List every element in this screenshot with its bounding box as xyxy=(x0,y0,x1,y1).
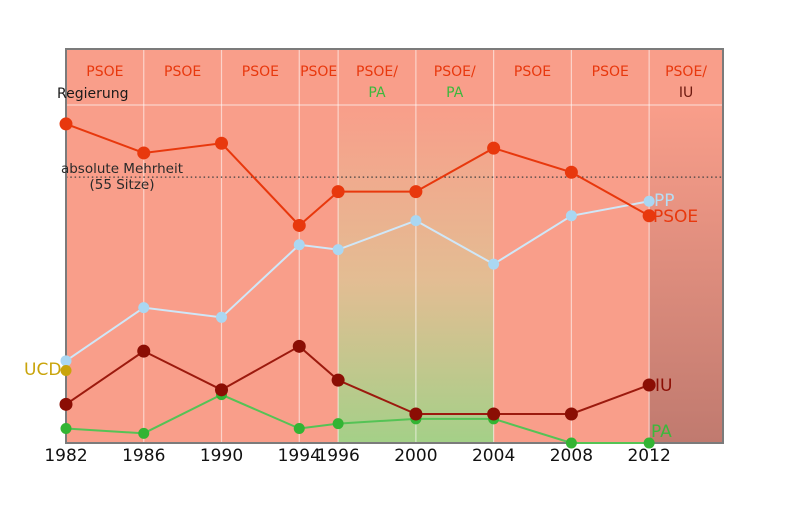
plot-border xyxy=(65,48,724,444)
series-pa-point xyxy=(293,422,305,434)
series-iu-point xyxy=(642,378,656,392)
series-pp-point xyxy=(293,239,305,251)
series-ucd xyxy=(60,364,72,376)
gridlines xyxy=(65,49,723,443)
series-psoe-point xyxy=(331,185,345,199)
series-iu-point xyxy=(409,407,423,421)
series-iu-point xyxy=(59,397,73,411)
series-pp-point xyxy=(60,355,72,367)
series-iu-point xyxy=(487,407,501,421)
series-pp-point xyxy=(565,210,577,222)
government-band-psoe-iu xyxy=(649,105,723,443)
series-iu-point xyxy=(215,383,229,397)
series-pa-point xyxy=(643,437,655,449)
series-pp-point xyxy=(332,244,344,256)
series-psoe-point xyxy=(59,117,73,131)
series-pp-point xyxy=(216,311,228,323)
series-psoe-point xyxy=(137,146,151,160)
series-psoe-point xyxy=(292,218,306,232)
series-psoe-point xyxy=(409,185,423,199)
series-psoe-point xyxy=(215,136,229,150)
series-pp-point xyxy=(488,258,500,270)
series-pa-point xyxy=(332,418,344,430)
series-iu-point xyxy=(292,339,306,353)
series-psoe xyxy=(59,117,656,232)
series-iu-point xyxy=(564,407,578,421)
series-pa-point xyxy=(565,437,577,449)
series-pp-point xyxy=(138,302,150,314)
series-iu-point xyxy=(137,344,151,358)
government-band-psoe-pa xyxy=(415,105,494,443)
series-iu-point xyxy=(331,373,345,387)
series-pa-point xyxy=(138,427,150,439)
series-psoe-point xyxy=(564,165,578,179)
series-pa-point xyxy=(60,422,72,434)
series-pp-point xyxy=(643,195,655,207)
series-iu xyxy=(59,339,656,421)
series-pp xyxy=(60,195,655,367)
series-psoe-point xyxy=(487,141,501,155)
series-psoe-point xyxy=(642,209,656,223)
government-band-psoe-pa xyxy=(338,105,416,443)
series-ucd-point xyxy=(60,364,72,376)
series-pp-point xyxy=(410,215,422,227)
